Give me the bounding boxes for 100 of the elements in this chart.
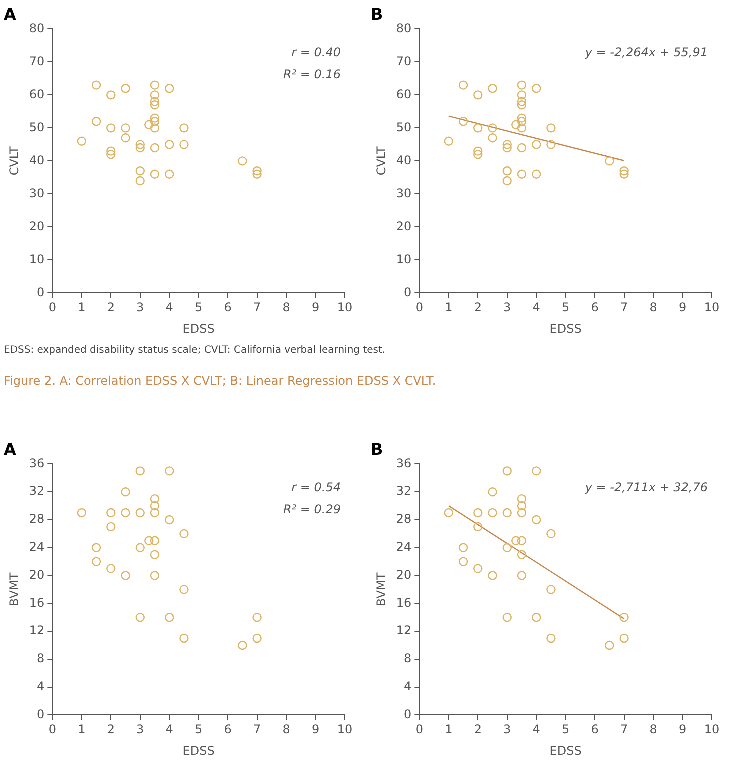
point [136,140,145,150]
x-tick-label: 3 [136,722,144,737]
point [136,143,145,153]
y-tick-label: 30 [29,186,45,200]
point [502,508,512,518]
y-tick-label: 60 [29,87,45,102]
y-tick-label: 28 [396,512,412,526]
x-tick-label: 0 [48,722,56,737]
x-tick-label: 7 [253,300,262,315]
y-tick-label: 32 [396,484,412,498]
point [150,550,160,560]
point [502,543,512,552]
point [238,640,248,650]
x-tick-label: 0 [48,300,56,315]
point [144,120,154,130]
point [517,170,527,179]
x-tick-label: 5 [562,300,570,315]
point [517,80,527,90]
annotation: r = 0.40 [292,45,342,60]
text: EDSS: expanded disability status scale; CVLT: California verbal learning test. [4,345,387,356]
point [488,571,498,580]
point [106,146,116,156]
chart-title: B [371,4,384,24]
point [502,176,512,186]
y-tick-label: 70 [29,54,45,68]
y-tick-label: 80 [29,21,45,36]
y-tick-label: 24 [396,540,412,554]
point [121,487,130,497]
x-tick-label: 7 [620,300,628,315]
point [92,543,102,552]
point [92,80,102,90]
point [150,100,160,110]
x-tick-label: 8 [282,722,290,737]
point [106,90,116,100]
point [458,117,468,126]
x-tick-label: 3 [504,300,512,315]
x-tick-label: 1 [78,300,86,315]
point [165,84,174,94]
x-tick-label: 2 [474,300,482,315]
x-tick-label: 4 [166,722,174,737]
y-tick-label: 0 [37,285,45,300]
point [474,146,483,156]
x-tick-label: 1 [445,300,453,315]
x-tick-label: 6 [224,300,232,315]
point [252,170,262,179]
y-tick-label: 8 [37,652,45,666]
point [165,612,174,622]
x-tick-label: 5 [195,722,203,737]
x-tick-label: 9 [312,722,320,737]
x-tick-label: 0 [416,300,424,315]
x-tick-label: 5 [562,722,570,737]
point [620,170,629,179]
point [77,136,87,146]
x-tick-label: 10 [704,722,720,737]
point [165,140,174,150]
point [620,612,629,622]
y-tick-label: 40 [29,153,45,168]
point [502,166,512,176]
point [532,84,542,94]
x-tick-label: 8 [650,722,658,737]
x-tick-label: 9 [678,300,687,315]
point [532,466,542,476]
y-tick-label: 70 [396,54,412,68]
x-tick-label: 2 [474,722,482,737]
point [502,612,512,622]
x-tick-label: 7 [253,722,262,737]
point [136,466,145,476]
point [165,515,174,525]
y-axis-title: CVLT [7,146,22,176]
point [165,170,174,179]
point [121,124,130,133]
x-tick-label: 1 [445,722,453,737]
x-tick-label: 6 [224,722,232,737]
point [150,143,160,153]
point [136,508,145,518]
point [532,140,542,150]
point [532,170,542,179]
point [121,571,130,580]
point [532,612,542,622]
point [252,612,262,622]
point [517,100,527,110]
chart-title: A [4,440,17,459]
point [144,536,154,546]
y-axis-title: CVLT [374,146,388,176]
point [180,124,189,133]
x-tick-label: 9 [678,722,687,737]
y-tick-label: 28 [29,512,45,526]
y-tick-label: 16 [29,596,45,610]
point [106,150,116,160]
point [458,557,468,566]
point [517,571,527,580]
chart-title: A [4,4,17,24]
annotation: y = -2,264x + 55,91 [584,45,708,60]
y-axis-title: BVMT [7,572,22,607]
point [474,564,483,574]
point [121,134,130,143]
point [458,543,468,552]
point [488,508,498,518]
point [517,550,527,560]
point [136,543,145,552]
